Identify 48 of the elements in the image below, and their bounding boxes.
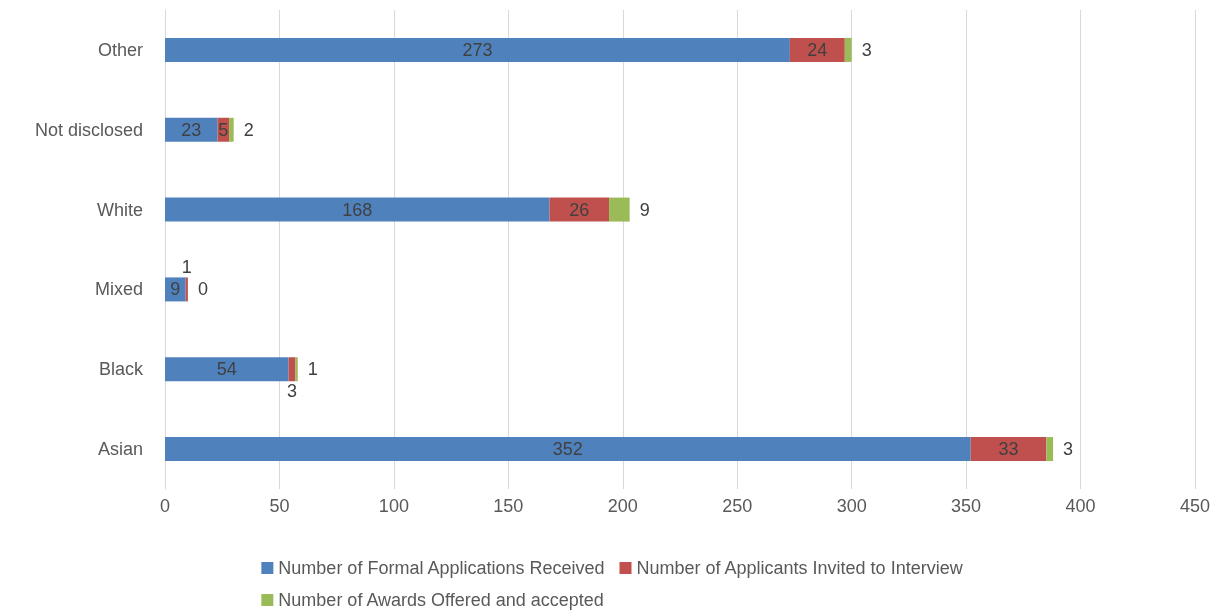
data-label: 23 <box>181 119 202 140</box>
bar <box>1046 437 1054 462</box>
bar <box>789 37 845 62</box>
data-label: 33 <box>998 439 1019 460</box>
data-label: 0 <box>197 279 208 300</box>
y-tick-label: Mixed <box>94 279 143 300</box>
x-tick-label: 0 <box>159 496 171 516</box>
data-label: 3 <box>861 39 872 60</box>
x-tick-label: 200 <box>607 496 638 516</box>
data-label: 9 <box>170 279 181 300</box>
y-tick-label: Not disclosed <box>34 119 143 140</box>
bar <box>165 197 550 222</box>
x-tick-label: 100 <box>378 496 409 516</box>
data-label: 1 <box>307 359 318 380</box>
y-tick-label: Other <box>97 39 143 60</box>
bar <box>165 357 289 382</box>
bar <box>844 37 852 62</box>
legend-label: Number of Formal Applications Received <box>278 558 605 578</box>
data-label: 2 <box>243 119 254 140</box>
bar <box>970 437 1047 462</box>
x-tick-label: 150 <box>493 496 524 516</box>
y-tick-label: White <box>96 199 143 220</box>
data-label: 352 <box>552 439 583 460</box>
data-label: 273 <box>462 39 493 60</box>
y-tick-label: Black <box>98 359 144 380</box>
data-label: 24 <box>807 39 828 60</box>
x-tick-label: 400 <box>1065 496 1096 516</box>
x-tick-label: 50 <box>269 496 290 516</box>
bar <box>609 197 630 222</box>
data-label: 5 <box>218 119 229 140</box>
x-tick-label: 300 <box>836 496 867 516</box>
data-label: 168 <box>342 199 373 220</box>
bar <box>229 117 234 142</box>
bar <box>165 37 790 62</box>
bar <box>165 437 971 462</box>
data-label: 1 <box>181 257 192 278</box>
y-tick-label: Asian <box>97 439 143 460</box>
x-tick-label: 450 <box>1179 496 1211 516</box>
data-label: 26 <box>569 199 590 220</box>
data-label: 3 <box>287 381 298 402</box>
data-label: 3 <box>1063 439 1074 460</box>
bar <box>295 357 298 382</box>
legend-label: Number of Awards Offered and accepted <box>278 590 604 610</box>
data-label: 54 <box>216 359 237 380</box>
x-tick-label: 250 <box>722 496 753 516</box>
legend-label: Number of Applicants Invited to Interview <box>636 558 964 578</box>
data-label: 9 <box>639 199 650 220</box>
x-tick-label: 350 <box>951 496 982 516</box>
